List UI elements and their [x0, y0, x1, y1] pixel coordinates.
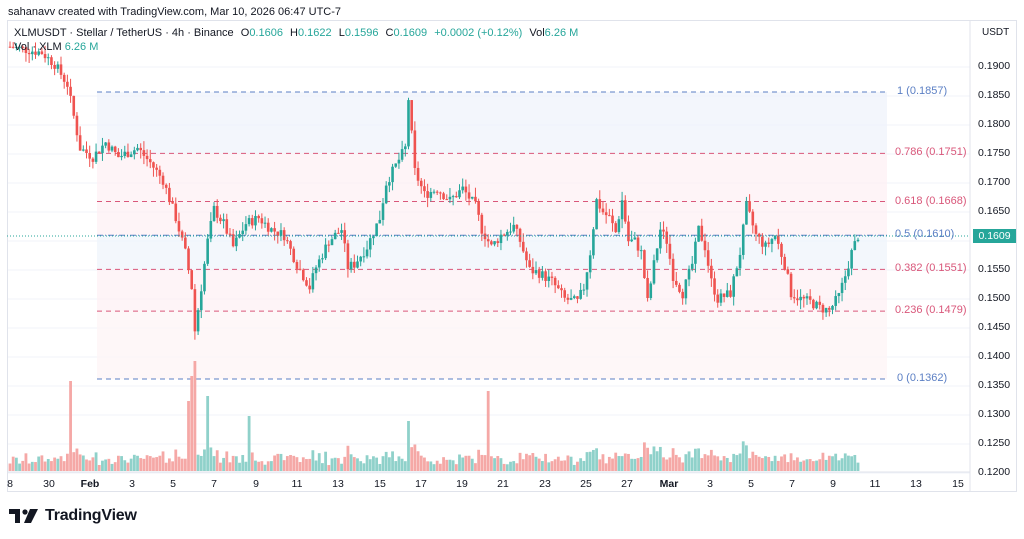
time-tick: 15 — [952, 478, 964, 490]
time-tick: 5 — [748, 478, 754, 490]
price-tick: 0.1750 — [978, 147, 1011, 159]
low-value: 0.1596 — [344, 27, 379, 39]
time-tick: 7 — [211, 478, 217, 490]
fib-level-label: 0.786 (0.1751) — [895, 146, 967, 159]
fib-level-label: 0.236 (0.1479) — [895, 304, 967, 317]
chart-credit: sahanavv created with TradingView.com, M… — [8, 6, 342, 18]
price-tick: 0.1500 — [978, 292, 1011, 304]
volume-bars — [8, 361, 860, 471]
candlesticks — [8, 41, 860, 340]
volume-series-value: 6.26 M — [64, 41, 99, 53]
fib-level-label: 1 (0.1857) — [897, 84, 948, 97]
price-tick: 0.1450 — [978, 321, 1011, 333]
symbol-name[interactable]: XLMUSDT · Stellar / TetherUS · 4h · Bina… — [14, 27, 234, 39]
currency-label[interactable]: USDT — [982, 27, 1010, 38]
time-tick: 7 — [789, 478, 795, 490]
time-tick: Feb — [80, 478, 100, 490]
time-tick: 23 — [539, 478, 551, 490]
price-tick: 0.1700 — [978, 176, 1011, 188]
price-tick: 0.1400 — [978, 350, 1011, 362]
time-tick: 3 — [707, 478, 713, 490]
close-value: 0.1609 — [393, 27, 428, 39]
time-tick: 11 — [869, 478, 881, 490]
time-tick: 5 — [170, 478, 176, 490]
high-value: 0.1622 — [297, 27, 332, 39]
price-tick: 0.1550 — [978, 263, 1011, 275]
price-tick: 0.1850 — [978, 89, 1011, 101]
time-tick: 13 — [332, 478, 344, 490]
price-tick: 0.1350 — [978, 379, 1011, 391]
time-tick: 8 — [7, 478, 13, 490]
fib-lines — [97, 91, 887, 380]
tradingview-logo: TradingView — [9, 507, 137, 525]
fib-level-label: 0.5 (0.1610) — [895, 228, 955, 241]
change-value: +0.0002 (+0.12%) — [434, 27, 523, 39]
price-tick: 0.1200 — [978, 466, 1011, 478]
time-tick: 3 — [129, 478, 135, 490]
time-tick: 13 — [910, 478, 922, 490]
time-tick: 9 — [830, 478, 836, 490]
symbol-legend: XLMUSDT · Stellar / TetherUS · 4h · Bina… — [14, 27, 579, 39]
price-tick: 0.1250 — [978, 437, 1011, 449]
time-tick: 30 — [43, 478, 55, 490]
chart-frame — [7, 20, 1017, 492]
time-tick: 19 — [456, 478, 468, 490]
brand-name: TradingView — [45, 507, 137, 524]
fib-level-label: 0.382 (0.1551) — [895, 262, 967, 275]
volume-legend: Vol · XLM 6.26 M — [14, 41, 98, 53]
time-tick: 15 — [374, 478, 386, 490]
tradingview-logo-icon — [9, 509, 38, 523]
volume-value: 6.26 M — [544, 27, 579, 39]
time-tick: 17 — [415, 478, 427, 490]
price-tick: 0.1800 — [978, 118, 1011, 130]
time-tick: 9 — [253, 478, 259, 490]
fib-zone-backgrounds — [97, 91, 887, 380]
time-tick: Mar — [659, 478, 679, 490]
price-tick: 0.1650 — [978, 205, 1011, 217]
fib-level-label: 0 (0.1362) — [897, 372, 948, 385]
last-price-badge: 0.1609 — [973, 229, 1016, 243]
fib-level-label: 0.618 (0.1668) — [895, 194, 967, 207]
volume-series-label[interactable]: Vol · XLM — [14, 41, 62, 53]
time-tick: 25 — [580, 478, 592, 490]
price-tick: 0.1900 — [978, 60, 1011, 72]
price-tick: 0.1300 — [978, 408, 1011, 420]
time-tick: 27 — [621, 478, 633, 490]
time-tick: 11 — [291, 478, 303, 490]
open-value: 0.1606 — [249, 27, 283, 39]
time-tick: 21 — [497, 478, 509, 490]
